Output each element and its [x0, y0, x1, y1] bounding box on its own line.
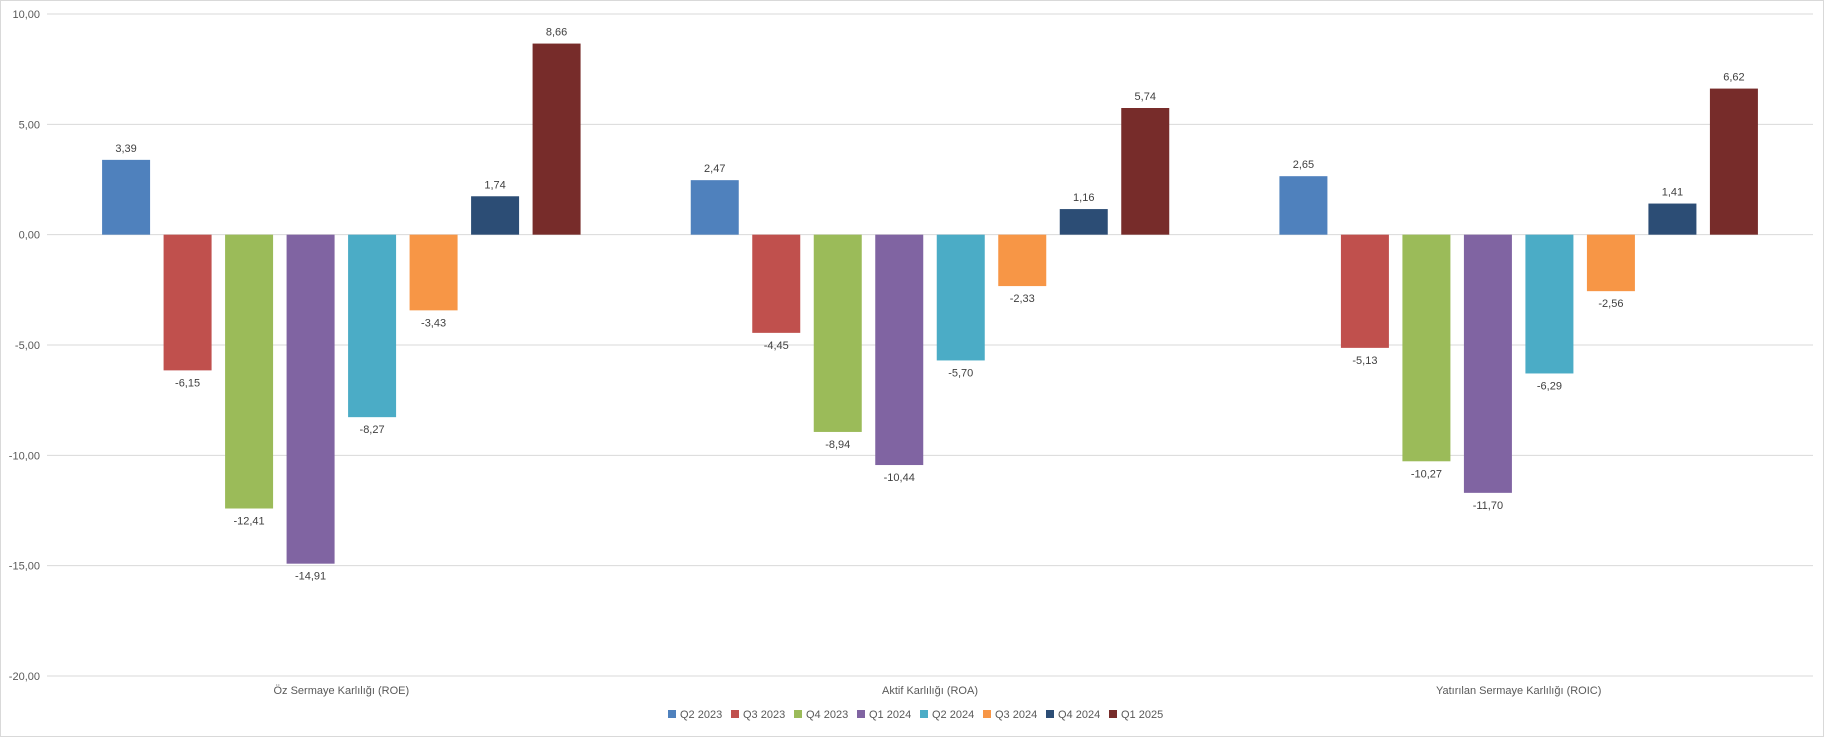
legend-label: Q2 2023: [680, 709, 722, 721]
legend-label: Q3 2024: [995, 709, 1037, 721]
bar: [1525, 234, 1574, 374]
bar: [532, 43, 581, 235]
y-tick-label: -15,00: [9, 561, 40, 573]
data-label: -8,94: [825, 439, 850, 451]
bar: [998, 234, 1047, 287]
data-label: 3,39: [115, 143, 136, 155]
data-label: 2,65: [1293, 159, 1314, 171]
data-label: -8,27: [360, 424, 385, 436]
legend-swatch: [857, 710, 865, 718]
data-label: 1,74: [484, 179, 505, 191]
bars: [102, 43, 1758, 564]
bar: [409, 234, 458, 311]
legend-swatch: [668, 710, 676, 718]
legend-swatch: [1109, 710, 1117, 718]
data-label: 6,62: [1723, 72, 1744, 84]
data-label: -2,56: [1598, 298, 1623, 310]
bar: [1279, 176, 1328, 235]
bar: [348, 234, 397, 418]
data-label: 5,74: [1135, 91, 1156, 103]
y-axis-tick-labels: 10,00 5,00 0,00 -5,00 -10,00 -15,00 -20,00: [9, 9, 40, 683]
category-labels: Öz Sermaye Karlılığı (ROE) Aktif Karlılığ…: [273, 685, 1601, 697]
category-label: Aktif Karlılığı (ROA): [882, 685, 978, 697]
data-labels: 3,39 -6,15 -12,41 -14,91 -8,27 -3,43 1,74 8,66 2…: [115, 27, 1744, 583]
y-tick-label: 10,00: [12, 9, 40, 21]
bar: [875, 234, 924, 466]
bar: [1402, 234, 1451, 462]
category-label: Öz Sermaye Karlılığı (ROE): [273, 685, 409, 697]
legend-label: Q4 2024: [1058, 709, 1100, 721]
bar: [1463, 234, 1512, 493]
data-label: -10,44: [884, 472, 915, 484]
category-label: Yatırılan Sermaye Karlılığı (ROIC): [1436, 685, 1601, 697]
bar: [102, 159, 151, 235]
data-label: -5,13: [1352, 355, 1377, 367]
legend-label: Q1 2025: [1121, 709, 1163, 721]
legend-swatch: [794, 710, 802, 718]
data-label: -12,41: [233, 516, 264, 528]
legend-swatch: [731, 710, 739, 718]
data-label: 1,41: [1662, 187, 1683, 199]
bar: [471, 196, 520, 235]
legend-label: Q3 2023: [743, 709, 785, 721]
bar: [286, 234, 335, 564]
data-label: 8,66: [546, 27, 567, 39]
legend-swatch: [983, 710, 991, 718]
data-label: -2,33: [1010, 293, 1035, 305]
data-label: -5,70: [948, 367, 973, 379]
data-label: -11,70: [1473, 500, 1503, 512]
data-label: -6,15: [175, 377, 200, 389]
bar: [1586, 234, 1635, 292]
bar: [1121, 108, 1170, 235]
bar: [1709, 88, 1758, 235]
bar: [690, 180, 739, 235]
legend-label: Q1 2024: [869, 709, 911, 721]
bar: [1340, 234, 1389, 348]
bar: [813, 234, 862, 432]
y-tick-label: -20,00: [9, 671, 40, 683]
y-tick-label: 5,00: [19, 119, 40, 131]
legend-label: Q2 2024: [932, 709, 974, 721]
data-label: -4,45: [764, 340, 789, 352]
legend-swatch: [920, 710, 928, 718]
bar: [225, 234, 274, 509]
bar: [163, 234, 212, 371]
data-label: -10,27: [1411, 468, 1442, 480]
legend: Q2 2023 Q3 2023 Q4 2023 Q1 2024 Q2 2024 Q3 20…: [668, 709, 1163, 721]
data-label: 1,16: [1073, 192, 1094, 204]
legend-swatch: [1046, 710, 1054, 718]
y-tick-label: -5,00: [15, 340, 40, 352]
data-label: -3,43: [421, 317, 446, 329]
bar: [936, 234, 985, 361]
bar: [1059, 209, 1108, 235]
y-tick-label: 0,00: [19, 230, 40, 242]
bar: [752, 234, 801, 333]
data-label: 2,47: [704, 163, 725, 175]
gridlines: [47, 13, 1813, 677]
data-label: -14,91: [295, 571, 326, 583]
legend-label: Q4 2023: [806, 709, 848, 721]
bar: [1648, 203, 1697, 235]
y-tick-label: -10,00: [9, 450, 40, 462]
data-label: -6,29: [1537, 380, 1562, 392]
